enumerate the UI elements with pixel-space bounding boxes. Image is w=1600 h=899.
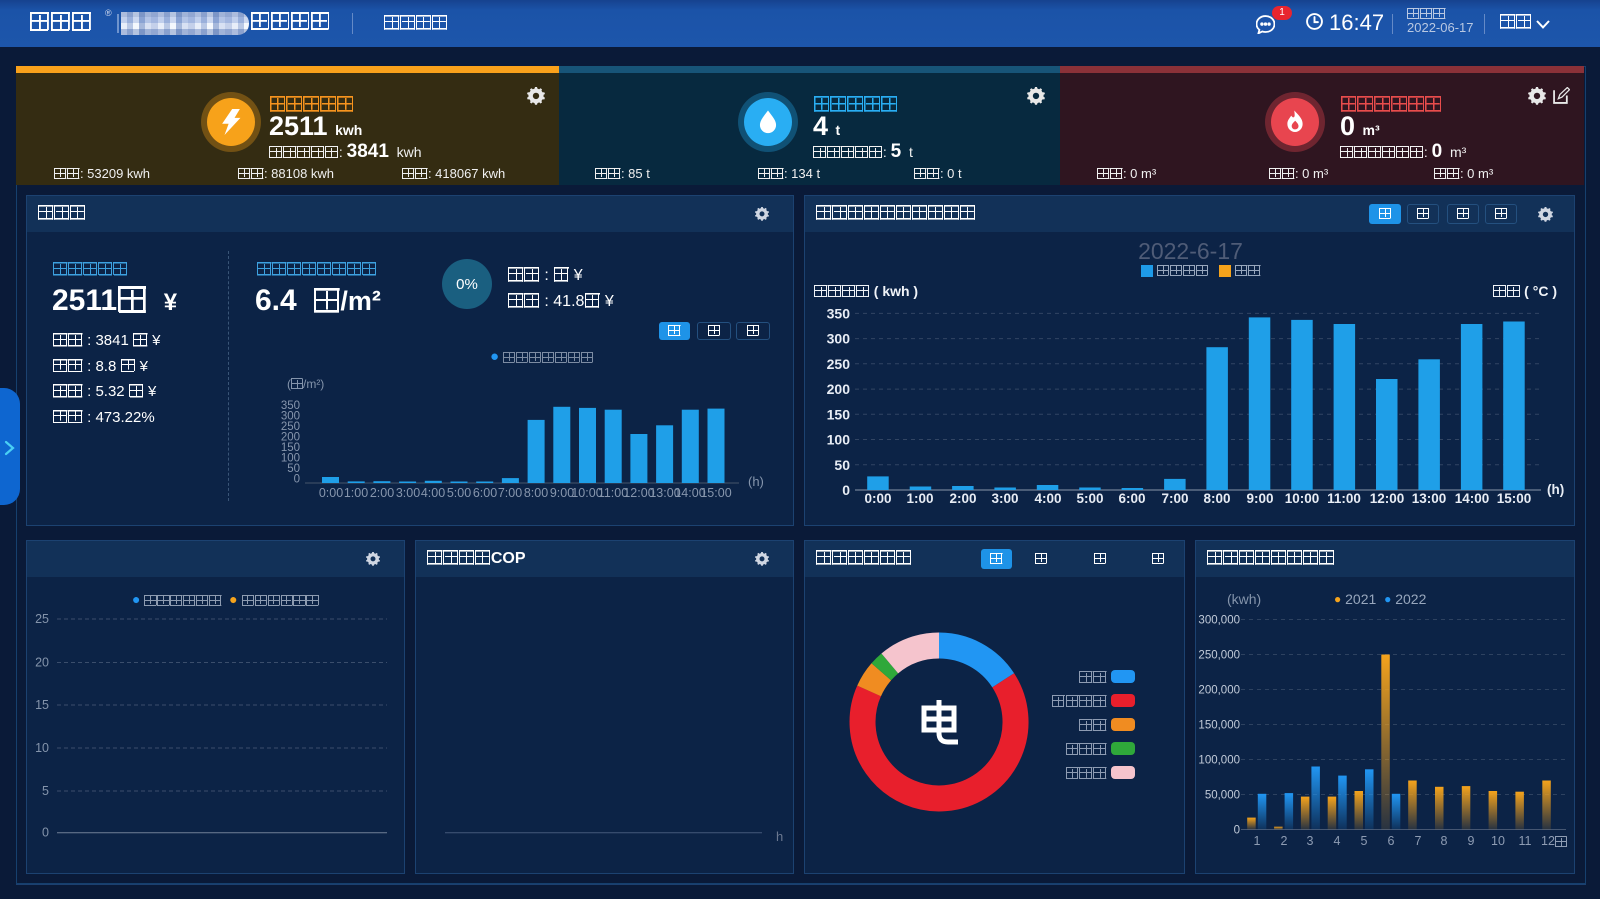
- svg-text:250: 250: [827, 356, 851, 372]
- svg-text:0: 0: [42, 826, 49, 840]
- svg-text:2: 2: [1281, 834, 1288, 848]
- svg-text:13:00: 13:00: [1412, 491, 1447, 506]
- svg-text:2:00: 2:00: [949, 491, 976, 506]
- svg-text:10:00: 10:00: [571, 486, 602, 500]
- svg-text:200: 200: [827, 381, 851, 397]
- svg-text:6:00: 6:00: [1118, 491, 1145, 506]
- svg-text:10: 10: [35, 741, 49, 755]
- svg-text:200: 200: [281, 432, 300, 444]
- svg-text:6: 6: [1388, 834, 1395, 848]
- svg-text:9:00: 9:00: [550, 486, 574, 500]
- svg-text:12:00: 12:00: [1370, 491, 1405, 506]
- svg-text:10:00: 10:00: [1285, 491, 1320, 506]
- svg-text:9:00: 9:00: [1246, 491, 1273, 506]
- svg-text:25: 25: [35, 612, 49, 626]
- svg-text:7:00: 7:00: [1161, 491, 1188, 506]
- svg-text:300: 300: [827, 331, 851, 347]
- svg-text:11: 11: [1519, 834, 1532, 848]
- svg-text:14:00: 14:00: [1455, 491, 1490, 506]
- svg-text:0:00: 0:00: [319, 486, 343, 500]
- svg-text:2:00: 2:00: [370, 486, 394, 500]
- svg-text:5:00: 5:00: [1076, 491, 1103, 506]
- svg-text:5: 5: [42, 784, 49, 798]
- svg-text:1:00: 1:00: [906, 491, 933, 506]
- svg-text:12:00: 12:00: [623, 486, 654, 500]
- svg-text:15:00: 15:00: [1497, 491, 1532, 506]
- svg-text:1:00: 1:00: [344, 486, 368, 500]
- svg-text:(h): (h): [748, 474, 764, 489]
- svg-text:15: 15: [35, 698, 49, 712]
- svg-text:1: 1: [1254, 834, 1261, 848]
- svg-text:250,000: 250,000: [1198, 650, 1240, 662]
- svg-text:h: h: [776, 829, 783, 844]
- svg-text:7:00: 7:00: [498, 486, 522, 500]
- svg-text:350: 350: [827, 305, 851, 321]
- svg-text:3:00: 3:00: [396, 486, 420, 500]
- svg-text:300,000: 300,000: [1198, 615, 1240, 627]
- svg-text:200,000: 200,000: [1198, 685, 1240, 697]
- svg-text:4:00: 4:00: [421, 486, 445, 500]
- svg-text:6:00: 6:00: [473, 486, 497, 500]
- svg-text:250: 250: [281, 421, 300, 433]
- svg-text:9: 9: [1468, 834, 1475, 848]
- svg-text:12: 12: [1541, 834, 1555, 848]
- svg-text:100: 100: [827, 432, 851, 448]
- svg-text:100: 100: [281, 453, 300, 465]
- svg-text:20: 20: [35, 656, 49, 670]
- svg-text:7: 7: [1415, 834, 1422, 848]
- svg-text:50,000: 50,000: [1205, 790, 1240, 802]
- svg-text:8:00: 8:00: [524, 486, 548, 500]
- svg-text:0:00: 0:00: [864, 491, 891, 506]
- svg-text:8:00: 8:00: [1203, 491, 1230, 506]
- svg-text:50: 50: [287, 463, 300, 475]
- svg-text:(h): (h): [1547, 482, 1564, 497]
- svg-text:350: 350: [281, 400, 300, 412]
- svg-text:13:00: 13:00: [649, 486, 680, 500]
- svg-text:300: 300: [281, 411, 300, 423]
- svg-text:150,000: 150,000: [1198, 720, 1240, 732]
- svg-text:0: 0: [1234, 825, 1240, 837]
- svg-text:50: 50: [834, 457, 850, 473]
- svg-text:8: 8: [1441, 834, 1448, 848]
- svg-text:14:00: 14:00: [674, 486, 705, 500]
- svg-text:4: 4: [1334, 834, 1341, 848]
- svg-text:100,000: 100,000: [1198, 755, 1240, 767]
- svg-text:11:00: 11:00: [598, 486, 628, 500]
- svg-text:150: 150: [281, 442, 300, 454]
- svg-text:11:00: 11:00: [1327, 491, 1361, 506]
- svg-text:0: 0: [842, 482, 850, 498]
- svg-text:5: 5: [1361, 834, 1368, 848]
- svg-text:5:00: 5:00: [447, 486, 471, 500]
- svg-text:3: 3: [1307, 834, 1314, 848]
- svg-text:3:00: 3:00: [991, 491, 1018, 506]
- svg-text:0: 0: [294, 474, 300, 486]
- svg-text:150: 150: [827, 406, 851, 422]
- svg-text:15:00: 15:00: [700, 486, 731, 500]
- svg-text:10: 10: [1491, 834, 1505, 848]
- svg-text:4:00: 4:00: [1034, 491, 1061, 506]
